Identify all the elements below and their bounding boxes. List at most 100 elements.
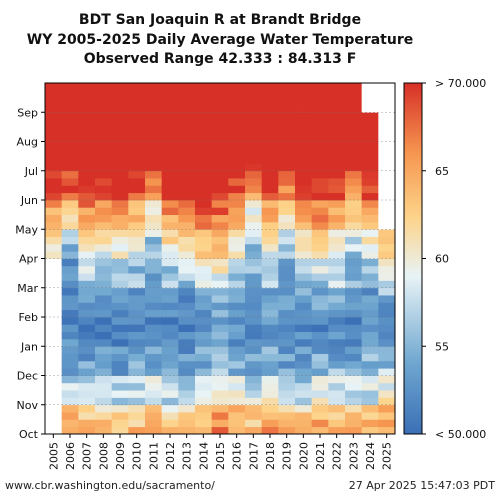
heat-cell — [378, 156, 396, 164]
heat-cell — [361, 90, 379, 99]
heat-cell — [311, 185, 329, 194]
heat-cell — [295, 302, 313, 311]
heat-cell — [328, 419, 346, 428]
heat-cell — [295, 214, 313, 223]
heat-cell — [78, 382, 96, 391]
heat-cell — [261, 360, 279, 369]
heat-cell — [278, 243, 296, 252]
heat-cell — [161, 317, 179, 325]
heat-cell — [245, 134, 263, 142]
heat-cell — [311, 302, 329, 311]
heat-cell — [128, 97, 146, 106]
heat-cell — [145, 97, 163, 106]
heat-cell — [161, 141, 179, 150]
heat-cell — [228, 419, 246, 428]
heat-cell — [61, 426, 79, 435]
heat-cell — [345, 236, 363, 245]
heat-cell — [111, 148, 129, 157]
heat-cell — [195, 156, 213, 164]
heat-cell — [311, 338, 329, 347]
heat-cell — [145, 295, 163, 303]
heat-cell — [278, 412, 296, 420]
x-tick-label-2025: 2025 — [381, 442, 394, 470]
heat-cell — [195, 170, 213, 179]
heat-cell — [61, 258, 79, 267]
heat-cell — [178, 221, 196, 230]
heat-cell — [195, 134, 213, 142]
heat-cell — [128, 119, 146, 128]
heat-cell — [195, 412, 213, 420]
heat-cell — [78, 302, 96, 311]
heat-cell — [78, 360, 96, 369]
x-tick-label-2010: 2010 — [131, 442, 144, 470]
heat-cell — [178, 83, 196, 91]
heat-cell — [195, 229, 213, 237]
heat-cell — [211, 404, 229, 413]
heat-cell — [378, 287, 396, 296]
heat-cell — [45, 251, 63, 259]
heat-cell — [245, 404, 263, 413]
heat-cell — [145, 419, 163, 428]
heat-cell — [261, 178, 279, 186]
year-column-2021 — [311, 83, 329, 435]
heat-cell — [111, 83, 129, 91]
heat-cell — [345, 295, 363, 303]
heat-cell — [78, 390, 96, 398]
heat-cell — [311, 397, 329, 406]
heat-cell — [161, 360, 179, 369]
heat-cell — [161, 353, 179, 362]
heat-cell — [195, 397, 213, 406]
heat-cell — [111, 229, 129, 237]
heat-cell — [261, 221, 279, 230]
colorbar-tick-label: 55 — [435, 340, 449, 353]
heat-cell — [195, 302, 213, 311]
heat-cell — [211, 214, 229, 223]
heat-cell — [178, 258, 196, 267]
heat-cell — [178, 353, 196, 362]
heat-cell — [245, 390, 263, 398]
heat-cell — [61, 360, 79, 369]
heat-cell — [328, 185, 346, 194]
heat-cell — [61, 390, 79, 398]
heat-cell — [78, 280, 96, 289]
heat-cell — [328, 126, 346, 135]
heat-cell — [95, 126, 113, 135]
heat-cell — [111, 90, 129, 99]
heat-cell — [128, 397, 146, 406]
heat-cell — [345, 229, 363, 237]
heat-cell — [228, 426, 246, 435]
heat-cell — [111, 426, 129, 435]
year-column-2016 — [228, 83, 246, 435]
heat-cell — [345, 112, 363, 120]
heat-cell — [45, 126, 63, 135]
heat-cell — [261, 200, 279, 208]
heat-cell — [278, 346, 296, 354]
year-column-2014 — [195, 83, 213, 435]
heat-cell — [61, 346, 79, 354]
heat-cell — [361, 360, 379, 369]
heat-cell — [61, 265, 79, 274]
heat-cell — [328, 338, 346, 347]
heat-cell — [128, 287, 146, 296]
heat-cell — [345, 97, 363, 106]
heat-cell — [278, 287, 296, 296]
heat-cell — [295, 273, 313, 281]
heat-cell — [178, 229, 196, 237]
heat-cell — [228, 200, 246, 208]
heat-cell — [211, 309, 229, 318]
heat-cell — [211, 324, 229, 333]
heat-cell — [178, 331, 196, 340]
heat-cell — [111, 295, 129, 303]
heat-cell — [45, 317, 63, 325]
heat-cell — [278, 258, 296, 267]
heat-cell — [228, 119, 246, 128]
heat-cell — [61, 134, 79, 142]
heat-cell — [145, 404, 163, 413]
heat-cell — [178, 148, 196, 157]
heat-cell — [245, 163, 263, 172]
heat-cell — [261, 353, 279, 362]
heat-cell — [228, 360, 246, 369]
heat-cell — [245, 397, 263, 406]
heat-cell — [145, 170, 163, 179]
heat-cell — [45, 426, 63, 435]
